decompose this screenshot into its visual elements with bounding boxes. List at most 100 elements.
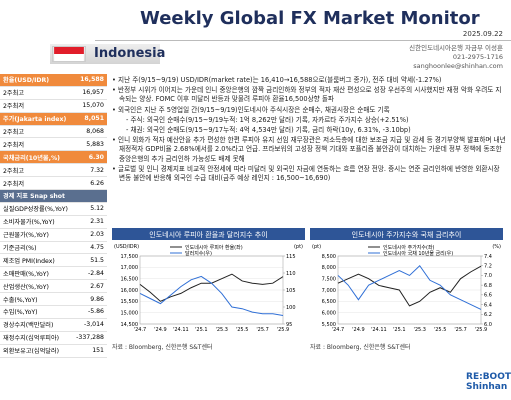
bullet-text: 글로벌 및 인니 경제지표 비교적 안정세에 따라 미달러 및 외국인 자금에 … (118, 164, 500, 183)
indicator-row: 수입(%,YoY) -5.86 (0, 306, 107, 319)
contact-line: sanghoonlee@shinhan.com (413, 62, 503, 70)
y2-tick-label: 6.8 (484, 283, 492, 289)
y2-tick-label: 105 (286, 288, 296, 294)
y2-tick-label: 110 (286, 271, 296, 277)
indicator-row: 국채금리(10년물,%) 6.30 (0, 151, 107, 165)
indicator-row: 경제 지표 Snap shot (0, 190, 107, 203)
y2-tick-label: 100 (286, 305, 296, 311)
indicator-label: 환율(USD/IDR) (3, 77, 50, 85)
line-series (139, 273, 284, 302)
x-tick-label: '24.11 (173, 327, 189, 333)
y2-tick-label: 6.0 (484, 322, 492, 328)
indicator-value: 7.32 (90, 166, 104, 174)
indicator-value: 2.03 (90, 231, 104, 239)
flag (52, 46, 86, 62)
bullet: • 외국인은 지난 주 5영업일 간(9/15~9/19)인도네시아 주식시장은… (112, 105, 390, 114)
y-tick-label: 6,500 (322, 299, 336, 305)
x-tick-label: '25.9 (475, 327, 488, 333)
indicator-row: 2주최저 6.26 (0, 177, 107, 191)
indicator-value: 2.31 (90, 218, 104, 226)
x-tick-label: '25.7 (454, 327, 467, 333)
indicator-label: 수출(%,YoY) (3, 296, 38, 304)
legend-label: 인도네시아 주가지수(좌) (383, 244, 435, 251)
indicator-label: 재정수지(십억루피아) (3, 335, 60, 343)
indicator-label: 제조업 PMI(Index) (3, 257, 55, 265)
legend-label: 인도네시아 루피아 환율(좌) (185, 244, 243, 251)
indicator-label: 경제 지표 Snap shot (3, 193, 65, 201)
indicator-label: 2주최저 (3, 103, 25, 111)
y-tick-label: 16,500 (121, 276, 139, 282)
y2-tick-label: 95 (286, 322, 292, 328)
y-tick-label: 16,000 (121, 288, 139, 294)
indicator-label: 외환보유고(십억달러) (3, 348, 60, 356)
indicator-row: 재정수지(십억루피아) -337,288 (0, 332, 107, 345)
rule (95, 40, 511, 41)
sidebar: 환율(USD/IDR) 16,588 2주최고 16,957 2주최저 15,070 주가(… (0, 74, 107, 358)
y2-tick-label: 115 (286, 254, 296, 260)
contact-line: 021-2975-1716 (452, 53, 503, 61)
x-tick-label: '24.7 (134, 327, 147, 333)
legend-label: 인도네시아 국채 10년물 금리(우) (383, 250, 453, 257)
y-tick-label: 17,000 (121, 265, 139, 271)
bullet-text: 반정부 시위가 이어지는 가운데 인니 중앙은행의 깜짝 금리인하와 정부의 적… (118, 86, 502, 104)
indicator-value: 6.26 (90, 179, 104, 187)
contact: 신한인도네시아은행 자금부 이성훈 021-2975-1716 sanghoon… (409, 44, 503, 71)
x-tick-label: '25.1 (393, 327, 406, 333)
chart: 인도네시아 루피아 환율과 달러지수 추이 (USD/IDR) (pt) 14,500… (112, 228, 305, 333)
plot-frame (337, 255, 482, 325)
indicator-label: 산업생산(%,YoY) (3, 283, 49, 291)
bullet: • 반정부 시위가 이어지는 가운데 인니 중앙은행의 깜짝 금리인하와 정부의… (112, 86, 502, 104)
indicator-value: 151 (92, 347, 104, 355)
indicator-row: 2주최고 7.32 (0, 164, 107, 178)
source: 자료 : Bloomberg, 신한은행 S&T센터 (310, 344, 411, 351)
indicator-label: 2주최고 (3, 90, 25, 98)
indicator-row: 소매판매(%,YoY) -2.84 (0, 267, 107, 281)
y2-tick-label: 7.0 (484, 273, 492, 279)
x-tick-label: '25.5 (236, 327, 249, 333)
indicator-value: 4.75 (90, 244, 104, 252)
indicator-row: 소비자물가(%,YoY) 2.31 (0, 216, 107, 229)
y2-tick-label: 6.4 (484, 302, 492, 308)
bullet: • 인니 외화가 적자 예산안을 추가 편성한 한편 루피아 유지 선임 재무장… (112, 136, 506, 163)
y2-tick-label: 6.6 (484, 293, 492, 299)
x-tick-label: '24.11 (371, 327, 387, 333)
indicator-row: 환율(USD/IDR) 16,588 (0, 74, 107, 87)
indicator-label: 2주최저 (3, 180, 25, 188)
sub-bullet: - 채권: 외국인 순매도(9/15~9/17누적: 4억 4,534만 달러)… (126, 126, 411, 135)
line-series (337, 265, 482, 307)
indicator-value: -2.84 (87, 269, 104, 277)
indicator-label: 실질GDP성장률(%,YoY) (3, 206, 68, 214)
indicator-value: -3,014 (84, 321, 104, 329)
y2-tick-label: 7.4 (484, 254, 492, 260)
y2-tick-label: 6.2 (484, 312, 492, 318)
indicator-value: 5,883 (86, 140, 104, 148)
axis-label: (pt) (294, 244, 303, 250)
logo-text: Shinhan (466, 382, 508, 392)
y-tick-label: 8,000 (322, 265, 336, 271)
legend-label: 달러지수(우) (185, 250, 212, 257)
x-tick-label: '25.7 (256, 327, 269, 333)
x-tick-label: '24.7 (332, 327, 345, 333)
indicator-row: 근원물가(%,YoY) 2.03 (0, 229, 107, 242)
indicator-label: 2주최고 (3, 167, 25, 175)
y-tick-label: 15,000 (121, 310, 139, 316)
chart-title-bar (310, 228, 503, 240)
bullet-text: 외국인은 지난 주 5영업일 간(9/15~9/19)인도네시아 주식시장은 순… (118, 105, 390, 114)
y-tick-label: 6,000 (322, 310, 336, 316)
indicator-label: 2주최고 (3, 129, 25, 136)
y-tick-label: 8,500 (322, 254, 336, 260)
indicator-row: 2주최저 5,883 (0, 138, 107, 152)
indicator-row: 경상수지(백만달러) -3,014 (0, 319, 107, 332)
x-tick-label: '24.9 (154, 327, 167, 333)
bullet: • 글로벌 및 인니 경제지표 비교적 안정세에 따라 미달러 및 외국인 자금… (112, 164, 500, 183)
indicator-row: 실질GDP성장률(%,YoY) 5.12 (0, 203, 107, 216)
indicator-row: 2주최저 15,070 (0, 100, 107, 113)
chart: 인도네시아 주가지수와 국채 금리추이 (pt) (%) 5,500 6,000 6,50… (310, 228, 503, 333)
indicator-label: 국채금리(10년물,%) (3, 154, 60, 162)
date: 2025.09.22 (462, 30, 503, 38)
indicator-label: 경상수지(백만달러) (3, 322, 54, 330)
axis-label: (%) (492, 244, 501, 250)
indicator-value: 9.86 (90, 295, 104, 303)
chart-title-bar (112, 228, 305, 240)
indicator-row: 2주최고 16,957 (0, 87, 107, 100)
